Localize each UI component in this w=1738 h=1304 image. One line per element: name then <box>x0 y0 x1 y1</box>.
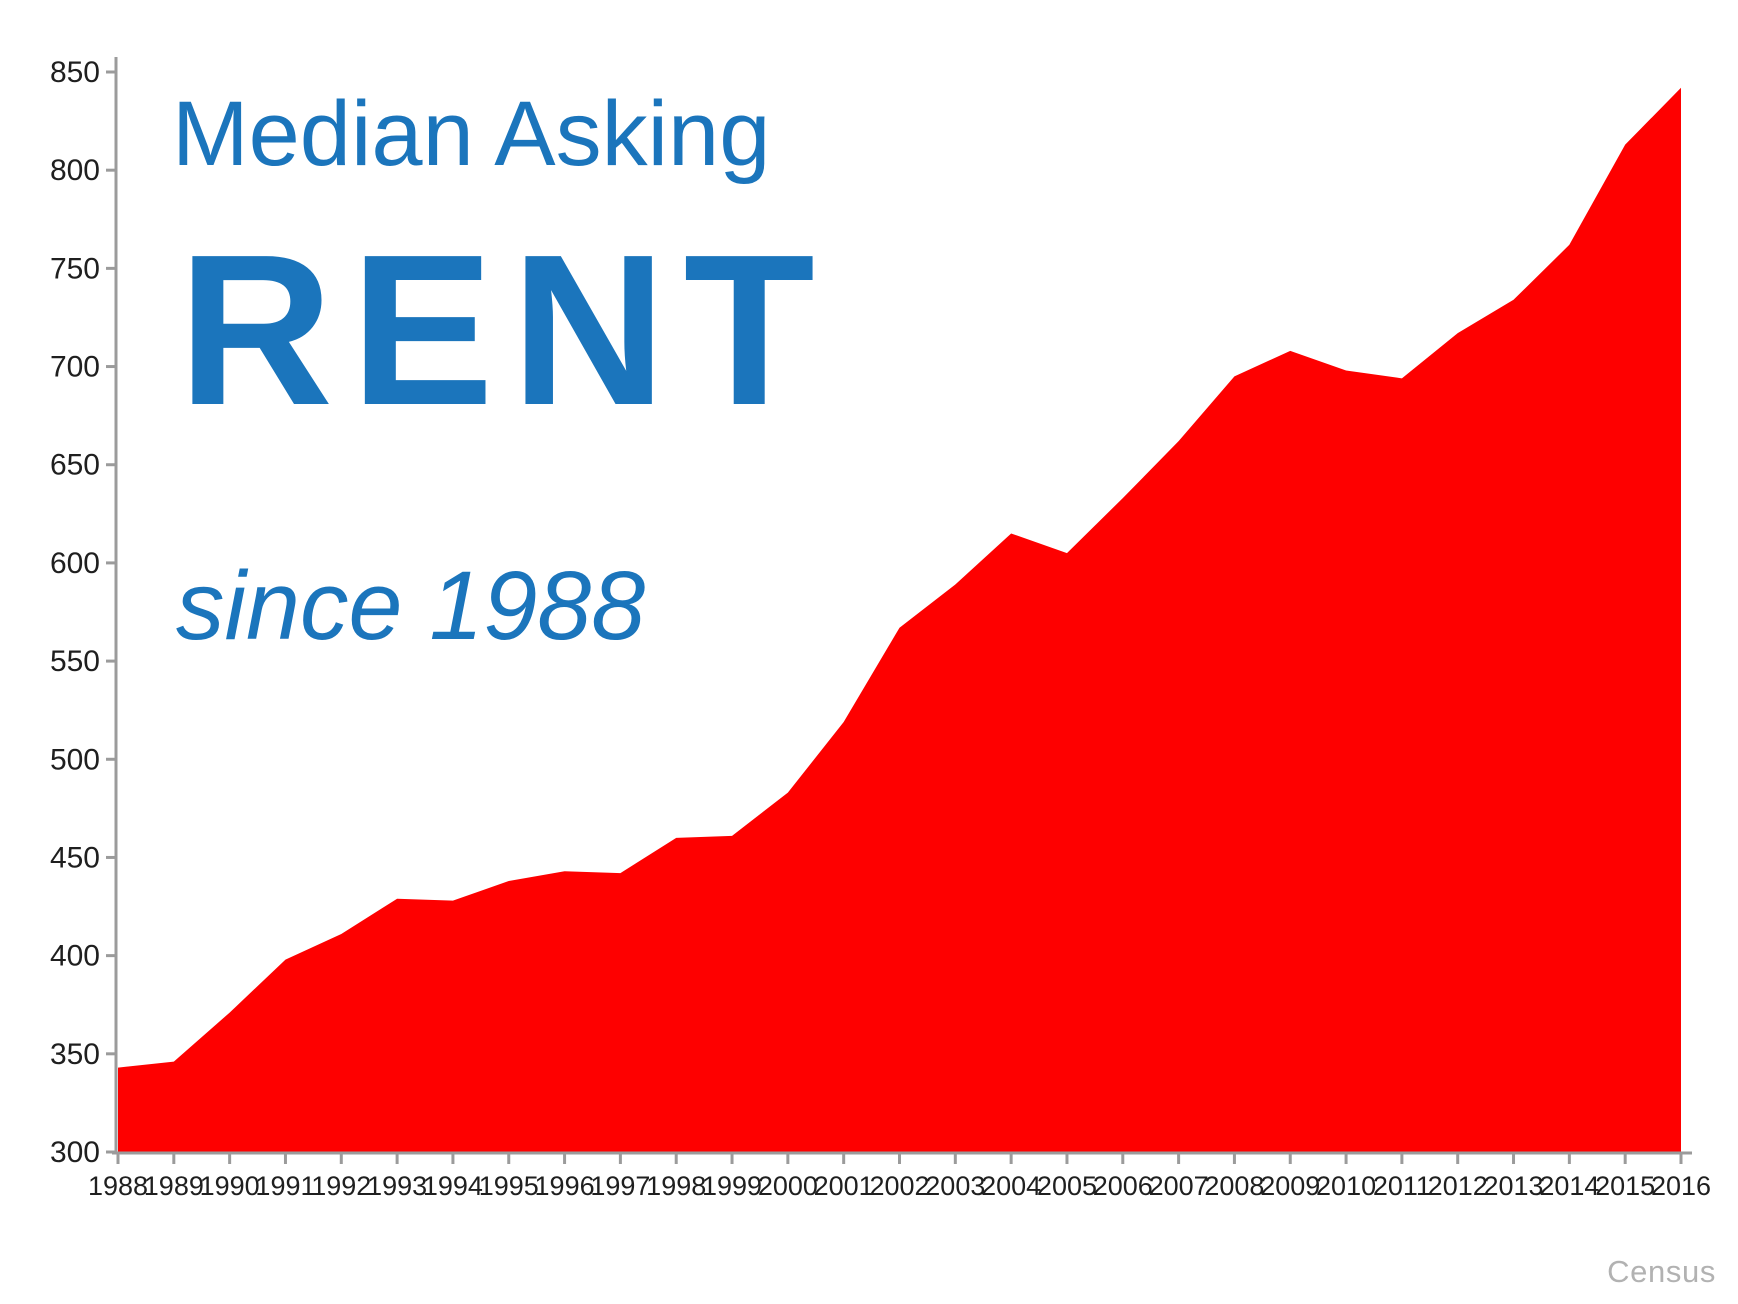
x-tick-label: 2011 <box>1373 1171 1431 1201</box>
x-tick-label: 2009 <box>1260 1171 1320 1201</box>
x-tick-label: 2000 <box>758 1171 818 1201</box>
x-tick-label: 2005 <box>1037 1171 1097 1201</box>
x-tick-label: 1994 <box>423 1171 483 1201</box>
x-tick-label: 2001 <box>814 1171 874 1201</box>
y-tick-label: 800 <box>50 154 100 187</box>
x-tick-label: 2010 <box>1316 1171 1376 1201</box>
x-tick-label: 1992 <box>311 1171 371 1201</box>
y-tick-label: 350 <box>50 1038 100 1071</box>
x-tick-label: 1990 <box>200 1171 260 1201</box>
source-label: Census <box>1607 1254 1716 1289</box>
x-tick-label: 2016 <box>1651 1171 1711 1201</box>
x-tick-label: 1988 <box>88 1171 148 1201</box>
x-tick-label: 2004 <box>981 1171 1041 1201</box>
x-tick-label: 2006 <box>1093 1171 1153 1201</box>
x-tick-label: 1995 <box>479 1171 539 1201</box>
y-tick-label: 700 <box>50 351 100 384</box>
x-tick-label: 2007 <box>1149 1171 1209 1201</box>
y-tick-label: 450 <box>50 841 100 874</box>
y-tick-label: 300 <box>50 1136 100 1169</box>
y-tick-label: 400 <box>50 940 100 973</box>
y-tick-label: 600 <box>50 547 100 580</box>
x-tick-label: 1999 <box>702 1171 762 1201</box>
x-tick-label: 2015 <box>1595 1171 1655 1201</box>
x-tick-label: 2003 <box>925 1171 985 1201</box>
x-tick-label: 1996 <box>535 1171 595 1201</box>
x-tick-label: 1991 <box>255 1171 315 1201</box>
x-tick-label: 1998 <box>646 1171 706 1201</box>
x-tick-label: 1993 <box>367 1171 427 1201</box>
x-tick-label: 2014 <box>1539 1171 1599 1201</box>
y-tick-label: 550 <box>50 645 100 678</box>
x-tick-label: 1997 <box>590 1171 650 1201</box>
y-tick-label: 650 <box>50 449 100 482</box>
x-tick-label: 2013 <box>1483 1171 1543 1201</box>
x-tick-label: 2008 <box>1204 1171 1264 1201</box>
y-tick-label: 850 <box>50 56 100 89</box>
y-tick-label: 750 <box>50 252 100 285</box>
y-tick-label: 500 <box>50 743 100 776</box>
x-tick-label: 2012 <box>1428 1171 1488 1201</box>
x-tick-label: 2002 <box>869 1171 929 1201</box>
rent-area-series <box>118 87 1681 1152</box>
x-tick-label: 1989 <box>144 1171 204 1201</box>
